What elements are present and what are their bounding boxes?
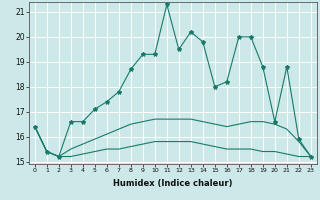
X-axis label: Humidex (Indice chaleur): Humidex (Indice chaleur) xyxy=(113,179,233,188)
